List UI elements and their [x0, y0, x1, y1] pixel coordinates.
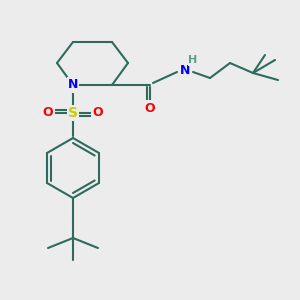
Text: H: H — [188, 55, 198, 65]
Text: O: O — [43, 106, 53, 119]
Text: N: N — [68, 79, 78, 92]
Text: O: O — [145, 101, 155, 115]
Text: S: S — [68, 106, 78, 120]
Text: N: N — [180, 64, 190, 76]
Text: O: O — [93, 106, 103, 119]
